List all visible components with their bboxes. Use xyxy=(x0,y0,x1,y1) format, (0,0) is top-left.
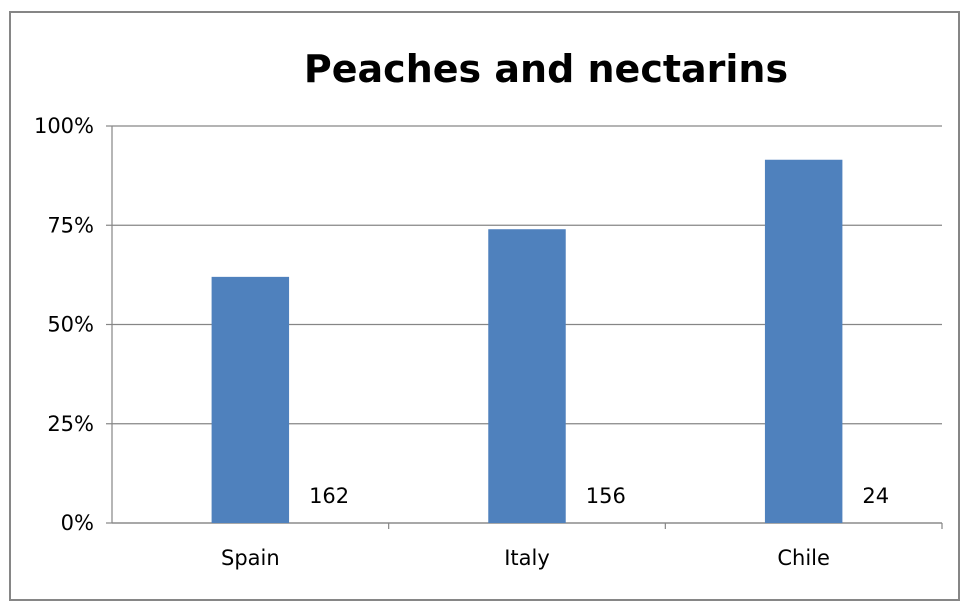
y-tick-label-100: 100% xyxy=(34,114,94,138)
y-tick-label-25: 25% xyxy=(47,412,94,436)
bar-spain xyxy=(212,277,289,523)
category-labels: Spain Italy Chile xyxy=(221,546,830,570)
y-tick-label-0: 0% xyxy=(61,511,94,535)
bar-italy xyxy=(488,229,565,523)
y-tick-label-50: 50% xyxy=(47,313,94,337)
data-label-italy: 156 xyxy=(586,484,626,508)
bar-chile xyxy=(765,160,842,523)
category-label-spain: Spain xyxy=(221,546,280,570)
bars xyxy=(212,160,843,523)
category-label-italy: Italy xyxy=(504,546,550,570)
data-label-chile: 24 xyxy=(862,484,889,508)
category-label-chile: Chile xyxy=(777,546,830,570)
y-tick-labels: 0% 25% 50% 75% 100% xyxy=(34,114,94,535)
chart-title: Peaches and nectarins xyxy=(304,47,788,91)
y-tick-label-75: 75% xyxy=(47,213,94,237)
data-label-spain: 162 xyxy=(309,484,349,508)
chart-svg: Peaches and nectarins 0% 25% 50% 75% 100% Sp… xyxy=(0,0,960,585)
